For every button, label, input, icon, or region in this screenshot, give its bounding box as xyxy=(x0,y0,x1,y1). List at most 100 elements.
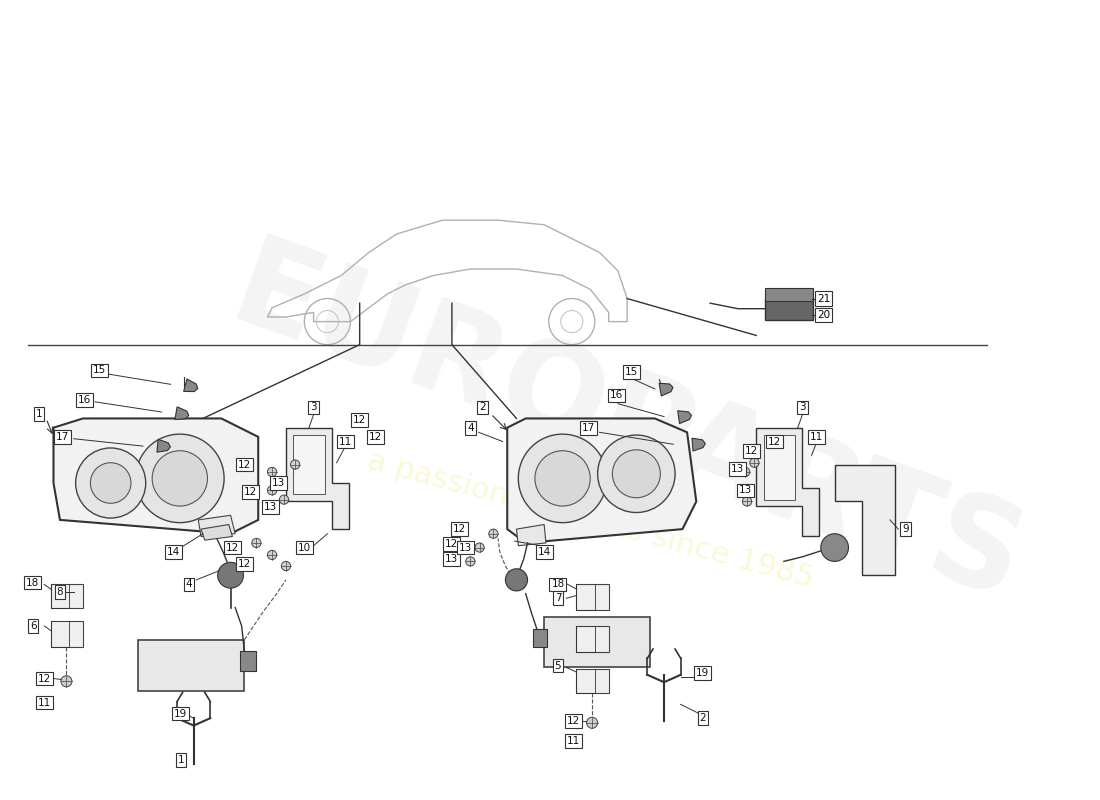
Polygon shape xyxy=(198,515,235,537)
Text: 14: 14 xyxy=(167,547,180,557)
Text: 19: 19 xyxy=(174,709,187,718)
Text: 17: 17 xyxy=(56,432,69,442)
Text: 18: 18 xyxy=(551,579,564,590)
Polygon shape xyxy=(517,525,546,546)
Circle shape xyxy=(535,450,591,506)
Circle shape xyxy=(218,562,243,588)
Text: 12: 12 xyxy=(238,559,251,569)
Text: 14: 14 xyxy=(538,547,551,557)
Circle shape xyxy=(279,495,288,504)
Text: 7: 7 xyxy=(554,594,561,603)
Text: 16: 16 xyxy=(78,395,91,405)
FancyBboxPatch shape xyxy=(534,629,547,647)
Circle shape xyxy=(267,486,277,495)
Circle shape xyxy=(60,676,72,687)
Text: 15: 15 xyxy=(625,367,638,378)
Text: 13: 13 xyxy=(446,554,459,564)
Text: 12: 12 xyxy=(745,446,758,456)
Polygon shape xyxy=(507,418,696,543)
Text: 13: 13 xyxy=(732,464,745,474)
Text: 2: 2 xyxy=(478,402,486,412)
Text: 12: 12 xyxy=(566,716,581,726)
Text: 6: 6 xyxy=(30,621,36,631)
Text: EUROPARTS: EUROPARTS xyxy=(216,229,1038,627)
Text: 13: 13 xyxy=(272,478,285,488)
FancyBboxPatch shape xyxy=(544,617,650,667)
Circle shape xyxy=(90,462,131,503)
FancyBboxPatch shape xyxy=(764,298,813,320)
Text: 13: 13 xyxy=(264,502,277,512)
Text: 4: 4 xyxy=(186,579,192,590)
Polygon shape xyxy=(576,585,608,610)
Text: 17: 17 xyxy=(582,422,595,433)
Text: 12: 12 xyxy=(368,432,382,442)
Circle shape xyxy=(740,467,750,477)
Circle shape xyxy=(586,718,597,728)
Text: 20: 20 xyxy=(817,310,830,320)
Text: 12: 12 xyxy=(446,539,459,549)
Polygon shape xyxy=(184,379,198,391)
Circle shape xyxy=(267,550,277,559)
Polygon shape xyxy=(757,428,820,537)
Circle shape xyxy=(465,557,475,566)
Circle shape xyxy=(750,458,759,467)
Text: 19: 19 xyxy=(696,668,710,678)
Circle shape xyxy=(267,467,277,477)
Text: 12: 12 xyxy=(453,524,466,534)
FancyBboxPatch shape xyxy=(139,640,244,690)
Text: a passion for parts since 1985: a passion for parts since 1985 xyxy=(364,446,816,594)
FancyBboxPatch shape xyxy=(763,435,795,500)
Text: 3: 3 xyxy=(310,402,317,412)
Polygon shape xyxy=(157,439,170,452)
Text: 15: 15 xyxy=(94,366,107,375)
Text: 11: 11 xyxy=(339,437,352,446)
Text: 11: 11 xyxy=(810,432,823,442)
Circle shape xyxy=(742,497,751,506)
Text: 1: 1 xyxy=(35,409,42,419)
Polygon shape xyxy=(576,626,608,652)
Text: 12: 12 xyxy=(244,487,257,498)
Circle shape xyxy=(76,448,145,518)
Polygon shape xyxy=(659,383,673,396)
Text: 12: 12 xyxy=(353,415,366,426)
Polygon shape xyxy=(175,407,189,419)
Circle shape xyxy=(597,435,675,513)
Text: 12: 12 xyxy=(226,542,239,553)
Text: 11: 11 xyxy=(37,698,51,707)
Circle shape xyxy=(740,486,750,495)
Circle shape xyxy=(475,543,484,552)
Text: 2: 2 xyxy=(700,713,706,723)
Text: 16: 16 xyxy=(609,390,623,400)
Polygon shape xyxy=(51,585,82,607)
Circle shape xyxy=(290,460,299,469)
Circle shape xyxy=(252,538,261,547)
Text: 21: 21 xyxy=(817,294,830,303)
Circle shape xyxy=(518,434,607,522)
Circle shape xyxy=(613,450,660,498)
FancyBboxPatch shape xyxy=(294,435,324,494)
Text: 9: 9 xyxy=(902,524,909,534)
FancyBboxPatch shape xyxy=(240,651,256,671)
Text: 4: 4 xyxy=(468,422,474,433)
Text: 8: 8 xyxy=(56,587,64,597)
Polygon shape xyxy=(835,465,894,575)
Circle shape xyxy=(821,534,848,562)
Circle shape xyxy=(135,434,224,522)
Polygon shape xyxy=(576,670,608,694)
Text: 1: 1 xyxy=(177,754,184,765)
Text: 12: 12 xyxy=(37,674,51,683)
Polygon shape xyxy=(286,428,349,529)
Text: 5: 5 xyxy=(554,661,561,670)
Text: 10: 10 xyxy=(298,542,311,553)
Circle shape xyxy=(282,562,290,570)
Text: 13: 13 xyxy=(459,542,472,553)
FancyBboxPatch shape xyxy=(764,289,813,302)
Text: 12: 12 xyxy=(238,459,251,470)
Polygon shape xyxy=(54,418,258,534)
Text: 12: 12 xyxy=(768,437,781,446)
Circle shape xyxy=(505,569,528,591)
Polygon shape xyxy=(51,622,82,647)
Text: 11: 11 xyxy=(566,736,581,746)
Text: 18: 18 xyxy=(25,578,39,588)
Circle shape xyxy=(152,450,208,506)
